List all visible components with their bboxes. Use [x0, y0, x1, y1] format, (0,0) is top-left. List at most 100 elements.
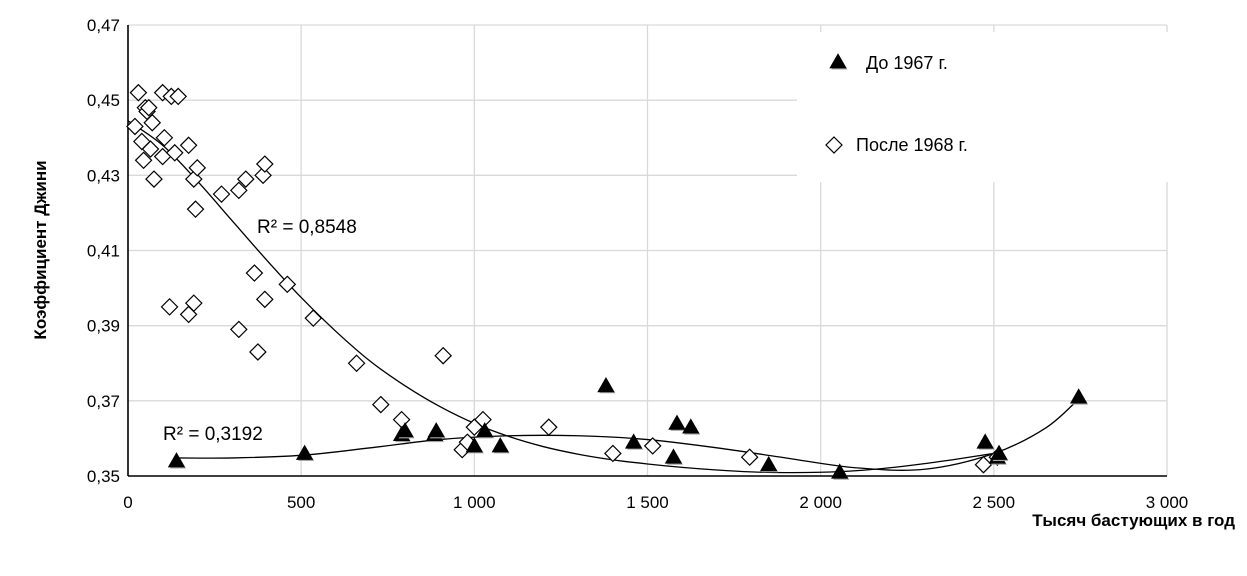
data-point-before-1967: [668, 414, 687, 431]
data-point-after-1968: [141, 140, 160, 158]
data-point-before-1967: [476, 422, 495, 439]
y-tick-label: 0,37: [87, 392, 120, 411]
data-point-after-1968: [236, 170, 255, 188]
marker-shape: [1069, 388, 1088, 404]
data-point-after-1968: [184, 294, 203, 312]
y-tick-label: 0,43: [87, 166, 120, 185]
data-point-after-1968: [249, 343, 267, 361]
data-point-after-1968: [129, 83, 148, 102]
data-point-after-1968: [740, 448, 759, 467]
marker-shape: [597, 376, 615, 393]
marker-shape: [624, 433, 643, 449]
data-point-before-1967: [465, 437, 484, 454]
x-tick-label: 1 500: [626, 493, 669, 512]
marker-shape: [682, 418, 700, 434]
data-point-after-1968: [278, 275, 297, 294]
data-point-after-1968: [229, 181, 248, 200]
data-point-after-1968: [155, 128, 174, 147]
marker-shape: [668, 414, 686, 430]
marker-shape: [760, 455, 778, 472]
r2-label-after-1968: R² = 0,8548: [257, 217, 357, 238]
data-markers: [126, 83, 1089, 480]
marker-shape: [831, 463, 849, 479]
y-tick-label: 0,47: [87, 16, 120, 35]
data-point-before-1967: [760, 455, 779, 473]
x-tick-label: 1 000: [453, 493, 496, 512]
data-point-before-1967: [624, 433, 644, 450]
data-point-after-1968: [371, 395, 390, 414]
marker-shape: [664, 448, 683, 464]
data-point-after-1968: [143, 113, 162, 132]
trendline-series-0: [176, 398, 1080, 471]
data-point-after-1968: [169, 87, 188, 106]
data-point-before-1967: [990, 444, 1009, 461]
data-point-after-1968: [255, 290, 274, 309]
marker-shape: [990, 444, 1008, 460]
data-point-after-1968: [186, 200, 205, 219]
r2-label-before-1967: R² = 0,3192: [163, 424, 263, 445]
marker-shape: [465, 437, 484, 453]
data-point-after-1968: [145, 170, 163, 188]
marker-shape: [396, 422, 414, 438]
data-point-before-1967: [427, 422, 446, 439]
y-tick-label: 0,41: [87, 242, 120, 261]
legend-label-before-1967: До 1967 г.: [866, 53, 948, 73]
data-point-after-1968: [229, 320, 248, 339]
legend-marker-triangle: [829, 53, 848, 70]
data-point-after-1968: [212, 185, 231, 203]
y-axis-title: Коэффициент Джини: [31, 160, 50, 339]
legend-background: [797, 32, 1189, 182]
data-point-after-1968: [434, 346, 453, 365]
x-tick-label: 500: [287, 493, 315, 512]
data-point-before-1967: [976, 433, 995, 450]
data-point-before-1967: [682, 418, 701, 435]
data-point-before-1967: [831, 463, 850, 480]
marker-shape: [976, 433, 994, 449]
data-point-after-1968: [304, 309, 323, 327]
x-tick-label: 3 000: [1146, 493, 1189, 512]
legend-marker-diamond: [825, 136, 843, 154]
legend-label-after-1968: После 1968 г.: [856, 135, 968, 155]
data-point-after-1968: [126, 117, 144, 136]
data-point-after-1968: [604, 444, 622, 463]
data-point-after-1968: [643, 437, 662, 455]
data-point-after-1968: [179, 136, 198, 155]
data-point-before-1967: [295, 444, 315, 461]
legend: До 1967 г. После 1968 г.: [797, 32, 1189, 182]
trendline-series-1: [127, 120, 994, 474]
x-tick-label: 2 500: [973, 493, 1016, 512]
x-axis-title: Тысяч бастующих в год: [1032, 511, 1235, 530]
data-point-after-1968: [165, 143, 184, 162]
x-tick-label: 2 000: [799, 493, 842, 512]
y-tick-label: 0,45: [87, 91, 120, 110]
marker-shape: [427, 422, 445, 438]
data-point-after-1968: [347, 354, 366, 373]
data-point-after-1968: [255, 155, 274, 173]
marker-shape: [476, 422, 494, 438]
data-point-before-1967: [664, 448, 683, 465]
data-point-after-1968: [160, 298, 179, 316]
data-point-after-1968: [139, 98, 158, 117]
y-tick-label: 0,39: [87, 317, 120, 336]
x-tick-label: 0: [123, 493, 132, 512]
data-point-after-1968: [245, 264, 264, 282]
y-tick-label: 0,35: [87, 467, 120, 486]
data-point-before-1967: [396, 422, 415, 439]
data-point-after-1968: [188, 158, 207, 177]
marker-shape: [167, 452, 186, 468]
marker-shape: [295, 444, 314, 460]
data-point-before-1967: [1069, 388, 1089, 405]
data-point-before-1967: [167, 452, 186, 469]
trendlines: [127, 120, 1080, 474]
axes: [127, 25, 1167, 477]
marker-shape: [491, 437, 509, 453]
tick-labels: 0,35 0,37 0,39 0,41 0,43 0,45 0,47 0 500 1 000 1 5…: [87, 16, 1188, 512]
data-point-before-1967: [597, 376, 616, 394]
data-point-after-1968: [974, 455, 993, 474]
data-point-after-1968: [254, 166, 272, 185]
marker-shape: [829, 53, 847, 69]
data-point-after-1968: [134, 151, 153, 170]
data-point-after-1968: [539, 418, 558, 436]
data-point-before-1967: [491, 437, 510, 454]
